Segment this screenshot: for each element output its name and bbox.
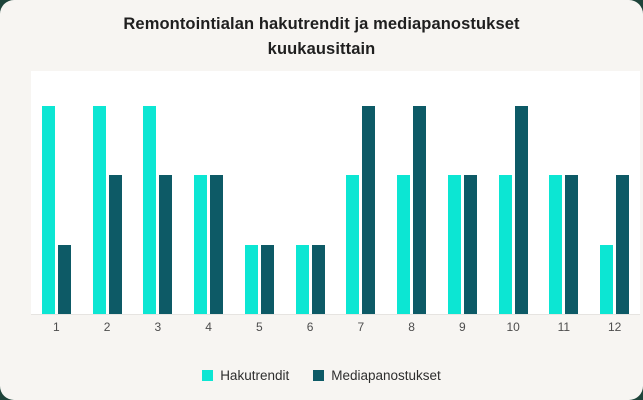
bar-mediapanostukset-8 (413, 105, 427, 314)
bar-hakutrendit-12 (600, 244, 614, 314)
bar-group-7 (336, 71, 387, 314)
x-axis-label-1: 1 (53, 320, 60, 334)
bar-group-12 (589, 71, 640, 314)
bar-group-2 (82, 71, 133, 314)
legend-label-hakutrendit: Hakutrendit (220, 368, 290, 383)
bar-group-4 (183, 71, 234, 314)
bar-groups (31, 71, 640, 314)
bar-mediapanostukset-9 (463, 175, 477, 314)
bar-mediapanostukset-5 (260, 244, 274, 314)
legend-item-hakutrendit[interactable]: Hakutrendit (202, 368, 289, 383)
legend-swatch-hakutrendit (202, 370, 214, 381)
bar-hakutrendit-1 (41, 105, 55, 314)
bar-mediapanostukset-6 (311, 244, 325, 314)
bar-group-8 (386, 71, 437, 314)
bar-hakutrendit-3 (143, 105, 157, 314)
chart-title: Remontointialan hakutrendit ja mediapano… (0, 12, 643, 62)
x-axis-label-5: 5 (256, 320, 263, 334)
x-axis-label-12: 12 (607, 320, 622, 334)
x-axis-label-3: 3 (154, 320, 162, 334)
bar-hakutrendit-10 (498, 175, 512, 314)
chart-legend: Hakutrendit Mediapanostukset (0, 368, 643, 383)
bar-hakutrendit-2 (92, 105, 106, 314)
x-axis-label-2: 2 (103, 320, 111, 334)
x-axis-label-8: 8 (408, 320, 415, 334)
x-axis-labels: 1 2 3 4 5 6 7 8 9 10 11 12 (31, 320, 640, 334)
bar-group-5 (234, 71, 285, 314)
bar-group-9 (437, 71, 488, 314)
legend-swatch-mediapanostukset (313, 370, 325, 381)
bar-mediapanostukset-2 (108, 175, 122, 314)
legend-label-mediapanostukset: Mediapanostukset (331, 368, 441, 383)
bar-hakutrendit-7 (346, 175, 360, 314)
bar-hakutrendit-6 (295, 244, 309, 314)
bar-group-3 (133, 71, 184, 314)
bar-group-11 (539, 71, 590, 314)
x-axis-label-7: 7 (357, 320, 365, 334)
x-axis-label-6: 6 (306, 320, 314, 334)
bar-mediapanostukset-11 (565, 175, 579, 314)
bar-hakutrendit-5 (244, 244, 258, 314)
bar-mediapanostukset-10 (514, 105, 528, 314)
bar-group-6 (285, 71, 336, 314)
bar-hakutrendit-9 (447, 175, 461, 314)
bar-mediapanostukset-4 (210, 175, 224, 314)
bar-mediapanostukset-1 (57, 244, 71, 314)
bar-group-1 (31, 71, 82, 314)
bar-mediapanostukset-7 (362, 105, 376, 314)
legend-item-mediapanostukset[interactable]: Mediapanostukset (313, 368, 441, 383)
bar-mediapanostukset-3 (159, 175, 173, 314)
bar-hakutrendit-11 (549, 175, 563, 314)
bar-mediapanostukset-12 (616, 175, 630, 314)
chart-title-text: Remontointialan hakutrendit ja mediapano… (123, 15, 520, 58)
x-axis-label-9: 9 (459, 320, 466, 334)
x-axis-label-4: 4 (205, 320, 212, 334)
bar-group-10 (488, 71, 539, 314)
x-axis-label-10: 10 (506, 320, 520, 334)
bar-hakutrendit-4 (194, 175, 208, 314)
plot-area (31, 71, 640, 315)
bar-hakutrendit-8 (397, 175, 411, 314)
x-axis-label-11: 11 (557, 320, 571, 334)
